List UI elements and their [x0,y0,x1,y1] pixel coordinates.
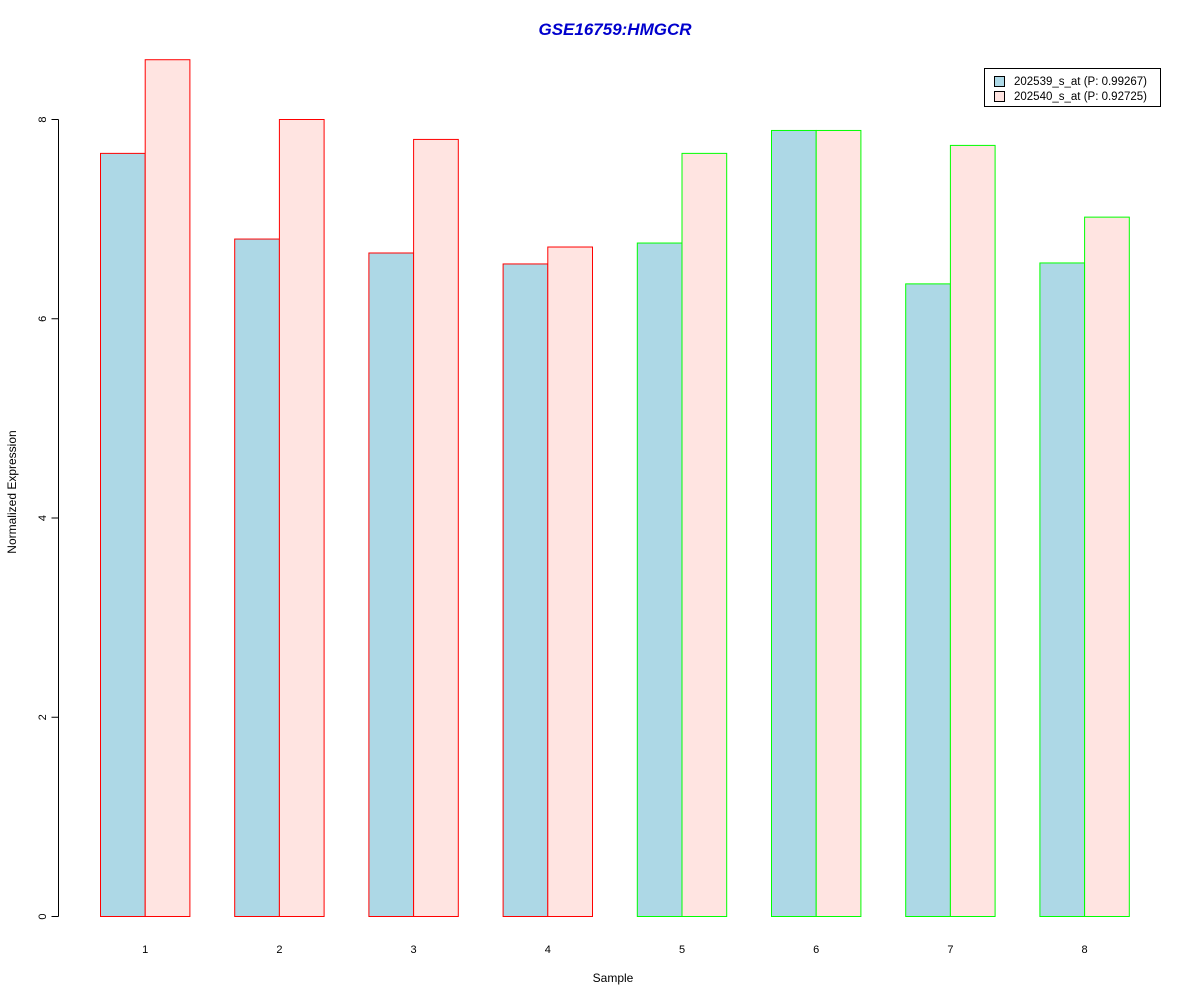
bar-sample-7-series-1 [905,283,951,918]
x-tick-label: 8 [1082,944,1088,956]
x-tick-label: 4 [545,944,551,956]
x-tick-label: 2 [276,944,282,956]
bar-sample-3-series-1 [368,252,415,917]
legend-item-series-2: 202540_s_at (P: 0.92725) [994,89,1160,104]
bar-sample-4-series-2 [547,246,593,917]
legend: 202539_s_at (P: 0.99267) 202540_s_at (P:… [984,68,1161,107]
y-tick-label: 4 [37,515,49,521]
bar-sample-8-series-2 [1084,216,1130,917]
y-axis: 0 2 4 6 8 [37,116,59,920]
bar-sample-5-series-1 [636,242,683,918]
x-tick-label: 5 [679,944,685,956]
bar-sample-1-series-1 [100,152,146,917]
chart-title: GSE16759:HMGCR [538,20,692,39]
legend-label-series-1: 202539_s_at (P: 0.99267) [1014,75,1147,88]
bar-sample-3-series-2 [413,138,459,918]
x-tick-label: 6 [813,944,819,956]
bar-sample-7-series-2 [949,144,996,917]
legend-label-series-2: 202540_s_at (P: 0.92725) [1014,90,1147,103]
legend-swatch-series-2 [994,91,1005,102]
y-tick-label: 2 [37,714,49,720]
bars [100,59,1130,918]
bar-sample-2-series-2 [278,119,325,917]
x-tick-label: 3 [411,944,417,956]
bar-sample-1-series-2 [144,59,191,918]
x-tick-label: 7 [947,944,953,956]
bar-sample-8-series-1 [1039,262,1086,917]
y-tick-label: 0 [37,913,49,919]
legend-swatch-series-1 [994,76,1005,87]
y-tick-label: 8 [37,116,49,122]
x-axis-label: Sample [592,971,634,985]
legend-item-series-1: 202539_s_at (P: 0.99267) [994,74,1160,89]
bar-sample-2-series-1 [234,238,280,918]
y-tick-label: 6 [37,316,49,322]
bar-sample-5-series-2 [681,152,728,917]
y-axis-label: Normalized Expression [5,430,19,554]
x-axis-tick-labels: 1 2 3 4 5 6 7 8 [142,944,1088,956]
bar-sample-6-series-2 [815,129,862,918]
bar-sample-4-series-1 [502,263,549,917]
x-tick-label: 1 [142,944,148,956]
bar-sample-6-series-1 [771,129,817,918]
